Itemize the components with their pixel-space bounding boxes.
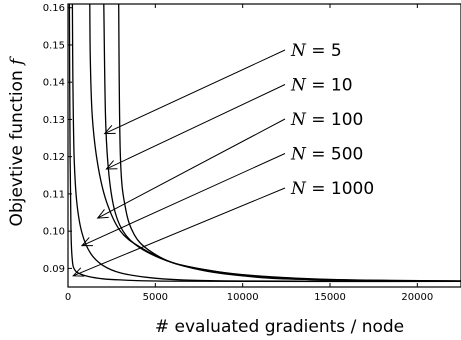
- annotation-arrow-line: [106, 84, 286, 170]
- x-tick-label: 10000: [227, 292, 259, 303]
- annotation-arrow-head: [103, 124, 116, 135]
- y-tick-label: 0.10: [43, 227, 65, 238]
- x-tick-label: 5000: [143, 292, 168, 303]
- x-axis-title: # evaluated gradients / node: [155, 317, 404, 337]
- y-tick-label: 0.14: [43, 78, 65, 89]
- series-line-n-10: [103, 4, 461, 282]
- series-line-n-5: [118, 4, 461, 282]
- plot-frame: [67, 3, 461, 288]
- y-axis-title: Objevtive function f: [7, 56, 27, 227]
- annotation-label: N = 1000: [290, 179, 374, 199]
- y-axis-title-symbol: f: [7, 56, 27, 67]
- annotation-labels: N = 5 N = 10 N = 100 N = 500 N = 1000: [290, 41, 374, 199]
- annotation-label: N = 100: [290, 110, 363, 130]
- annotation-arrow-head: [105, 160, 118, 170]
- series-line-n-1000: [68, 4, 461, 283]
- y-tick-label: 0.12: [43, 152, 65, 163]
- series-curves: [68, 4, 461, 283]
- annotation-arrow-line: [73, 187, 286, 277]
- annotation-arrow-line: [104, 49, 286, 135]
- series-line-n-100: [89, 4, 461, 282]
- y-tick-label: 0.16: [43, 3, 65, 14]
- x-tick-label: 0: [65, 292, 71, 303]
- annotation-arrow-line: [81, 153, 286, 247]
- annotation-arrow-head: [96, 209, 109, 219]
- x-tick-label: 20000: [401, 292, 433, 303]
- annotation-arrow-line: [97, 118, 286, 219]
- y-tick-label: 0.09: [43, 264, 65, 275]
- y-tick-label: 0.11: [43, 189, 65, 200]
- annotation-label: N = 500: [290, 145, 363, 165]
- x-tick-label: 15000: [314, 292, 346, 303]
- y-tick-label: 0.13: [43, 115, 65, 126]
- annotation-label: N = 10: [290, 76, 353, 96]
- annotation-arrow-head: [80, 237, 93, 247]
- axis-ticks: 0 5000 10000 15000 20000 0.09 0.10 0.11 0.12 0.13…: [43, 3, 434, 303]
- y-tick-label: 0.15: [43, 40, 65, 51]
- annotation-arrow-head: [72, 267, 85, 277]
- y-axis-title-text: Objevtive function: [7, 70, 27, 226]
- annotation-arrows: [72, 49, 286, 277]
- annotation-label: N = 5: [290, 41, 342, 61]
